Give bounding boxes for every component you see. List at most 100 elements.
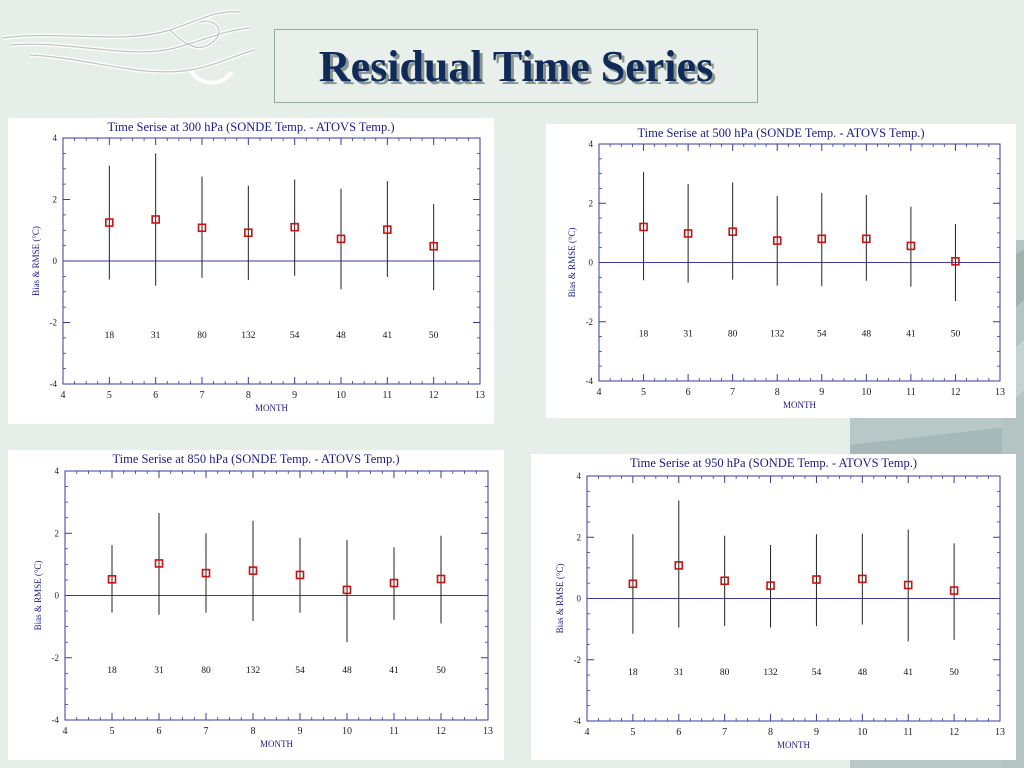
bias-marker <box>197 223 207 233</box>
bias-marker <box>772 236 782 245</box>
x-tick-label: 13 <box>475 390 485 401</box>
x-tick-label: 10 <box>336 390 346 401</box>
sample-count-label: 54 <box>295 666 305 676</box>
sample-count-label: 41 <box>389 666 399 676</box>
x-tick-label: 11 <box>383 390 393 401</box>
y-tick-label: 0 <box>589 258 594 268</box>
bias-marker <box>683 229 693 238</box>
y-tick-label: -4 <box>52 715 60 725</box>
bias-marker <box>342 585 352 595</box>
x-tick-label: 12 <box>950 387 960 398</box>
sample-count-label: 132 <box>241 331 256 341</box>
bias-marker <box>389 578 399 588</box>
chart-svg: 4 5 6 7 8 9 10 11 12 13 -4 -2 0 2 4 MONTH Bias & RMSE (°… <box>33 466 493 749</box>
sample-count-label: 80 <box>728 330 738 340</box>
sample-count-label: 54 <box>812 668 822 678</box>
x-tick-label: 9 <box>298 726 303 737</box>
x-axis-label: MONTH <box>260 739 293 749</box>
y-tick-label: 4 <box>577 471 582 481</box>
y-tick-label: 0 <box>55 591 60 601</box>
bias-marker <box>290 222 299 232</box>
y-tick-label: -2 <box>586 317 594 327</box>
y-axis-label: Bias & RMSE (°C) <box>31 226 41 296</box>
bias-marker <box>336 234 346 244</box>
y-tick-label: 4 <box>53 133 58 143</box>
chart-panel-500hpa: Time Serise at 500 hPa (SONDE Temp. - AT… <box>546 124 1016 418</box>
chart-svg: 4 5 6 7 8 9 10 11 12 13 -4 -2 0 2 4 MONTH Bias & RMSE (°… <box>567 139 1005 410</box>
x-tick-label: 4 <box>597 387 602 398</box>
y-tick-label: 4 <box>55 466 60 476</box>
y-tick-label: -4 <box>574 716 582 726</box>
bias-marker <box>154 559 164 568</box>
bias-marker <box>244 228 253 238</box>
sample-count-label: 31 <box>683 330 693 340</box>
bias-marker <box>728 227 737 236</box>
bias-marker <box>903 580 913 590</box>
sample-count-label: 48 <box>342 666 352 676</box>
sample-count-label: 50 <box>436 666 446 676</box>
chart-panel-850hpa: Time Serise at 850 hPa (SONDE Temp. - AT… <box>8 450 504 760</box>
x-tick-label: 9 <box>819 387 824 398</box>
chart-svg: 4 5 6 7 8 9 10 11 12 13 -4 -2 0 2 4 MONTH Bias & RMSE (°… <box>555 471 1005 750</box>
bias-marker <box>817 234 827 244</box>
sample-count-label: 80 <box>201 666 211 676</box>
x-tick-label: 6 <box>686 387 691 398</box>
x-axis-label: MONTH <box>783 400 816 410</box>
chart-title: Time Serise at 500 hPa (SONDE Temp. - AT… <box>637 126 925 140</box>
bias-marker <box>201 568 211 578</box>
x-tick-label: 12 <box>949 727 959 738</box>
sample-count-label: 50 <box>951 330 961 340</box>
y-tick-label: -4 <box>50 379 58 389</box>
sample-count-label: 48 <box>336 331 346 341</box>
y-axis-label: Bias & RMSE (°C) <box>555 564 565 634</box>
sample-count-label: 31 <box>674 668 684 678</box>
x-tick-label: 9 <box>814 727 819 738</box>
x-tick-label: 5 <box>107 390 112 401</box>
bias-marker <box>858 574 867 584</box>
x-tick-label: 7 <box>204 726 209 737</box>
bias-marker <box>639 222 648 232</box>
y-tick-label: -2 <box>50 318 58 328</box>
y-tick-label: 2 <box>55 528 60 538</box>
x-tick-label: 4 <box>61 390 66 401</box>
bias-marker <box>906 241 916 251</box>
sample-count-label: 132 <box>246 666 261 676</box>
x-tick-label: 11 <box>903 727 913 738</box>
bias-marker <box>295 570 305 580</box>
sample-count-label: 41 <box>383 331 393 341</box>
sample-count-label: 50 <box>949 668 959 678</box>
sample-count-label: 31 <box>151 331 161 341</box>
x-axis-label: MONTH <box>777 740 810 750</box>
y-tick-label: -2 <box>574 655 582 665</box>
x-tick-label: 12 <box>436 726 446 737</box>
bias-marker <box>862 234 871 244</box>
chart-panel-300hpa: Time Serise at 300 hPa (SONDE Temp. - AT… <box>8 118 494 424</box>
x-tick-label: 13 <box>995 387 1005 398</box>
x-tick-label: 5 <box>630 727 635 738</box>
x-tick-label: 6 <box>157 726 162 737</box>
bias-marker <box>105 218 114 227</box>
y-tick-label: -2 <box>52 653 60 663</box>
chart-panel-950hpa: Time Serise at 950 hPa (SONDE Temp. - AT… <box>531 454 1016 760</box>
bias-marker <box>812 575 821 584</box>
bias-marker <box>383 225 392 234</box>
sample-count-label: 41 <box>906 330 916 340</box>
x-tick-label: 6 <box>676 727 681 738</box>
x-tick-label: 7 <box>730 387 735 398</box>
x-tick-label: 8 <box>251 726 256 737</box>
y-tick-label: 2 <box>589 198 594 208</box>
y-tick-label: 2 <box>577 532 582 542</box>
bias-marker <box>429 241 438 251</box>
bias-marker <box>436 574 446 584</box>
bias-marker <box>720 576 729 586</box>
x-tick-label: 10 <box>861 387 871 398</box>
sample-count-label: 18 <box>639 330 649 340</box>
chart-title: Time Serise at 950 hPa (SONDE Temp. - AT… <box>629 456 918 470</box>
bias-marker <box>151 215 160 224</box>
bias-marker <box>248 566 258 575</box>
chart-title: Time Serise at 850 hPa (SONDE Temp. - AT… <box>112 452 400 466</box>
slide-title: Residual Time Series <box>318 41 714 91</box>
x-tick-label: 6 <box>153 390 158 401</box>
sample-count-label: 132 <box>770 330 785 340</box>
bias-marker <box>766 581 775 590</box>
